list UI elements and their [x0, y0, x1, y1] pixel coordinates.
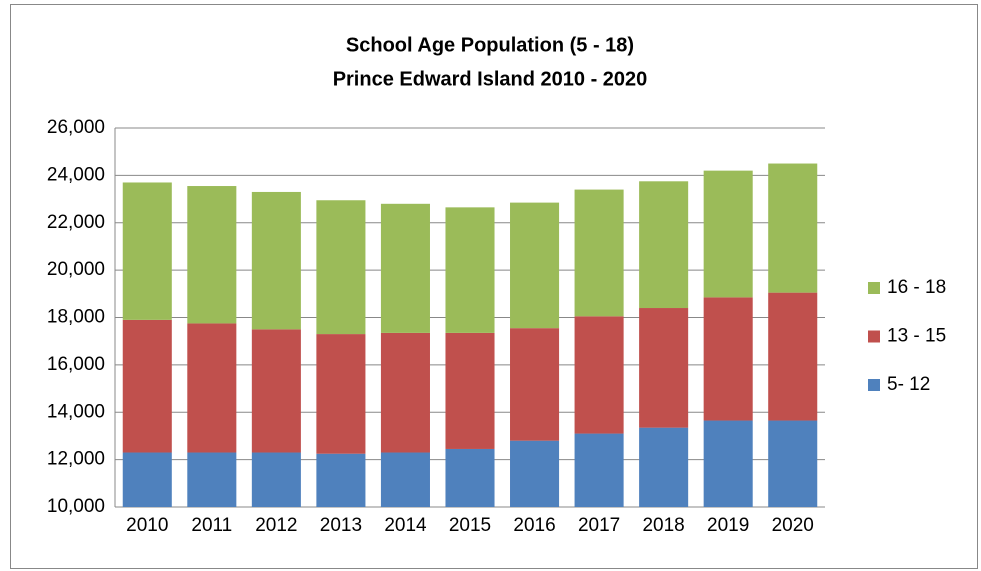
x-tick-label: 2019: [707, 515, 749, 536]
legend-label: 16 - 18: [887, 277, 946, 298]
bar-segment: [122, 452, 172, 507]
y-tick-label: 24,000: [47, 164, 105, 185]
bar-segment: [703, 420, 753, 507]
bar-segment: [445, 332, 495, 449]
y-tick-label: 14,000: [47, 401, 105, 422]
bar-segment: [574, 316, 624, 434]
x-tick-label: 2020: [772, 515, 814, 536]
bar-segment: [122, 319, 172, 453]
bar-segment: [703, 170, 753, 298]
legend-swatch: [868, 379, 880, 391]
bar-segment: [187, 323, 237, 453]
x-tick-label: 2011: [191, 515, 232, 536]
y-tick-label: 10,000: [47, 496, 105, 517]
bar-segment: [316, 200, 366, 335]
bar-segment: [251, 329, 301, 453]
x-tick-label: 2018: [642, 515, 684, 536]
y-tick-label: 18,000: [47, 307, 105, 328]
bar-segment: [768, 292, 818, 421]
bar-segment: [510, 202, 560, 329]
bar-segment: [316, 334, 366, 454]
bar-segment: [251, 452, 301, 507]
bar-segment: [574, 189, 624, 317]
y-tick-label: 26,000: [47, 117, 105, 138]
bar-segment: [316, 453, 366, 507]
legend-label: 5- 12: [887, 374, 930, 395]
x-tick-label: 2013: [320, 515, 362, 536]
bar-segment: [122, 182, 172, 320]
bar-segment: [445, 448, 495, 507]
bar-segment: [510, 440, 560, 507]
bar-segment: [574, 433, 624, 507]
bar-segment: [380, 203, 430, 333]
y-tick-label: 22,000: [47, 212, 105, 233]
x-tick-label: 2010: [126, 515, 168, 536]
x-tick-label: 2012: [255, 515, 297, 536]
x-tick-label: 2016: [513, 515, 555, 536]
bar-segment: [639, 427, 689, 507]
bar-segment: [768, 163, 818, 293]
bar-segment: [187, 452, 237, 507]
bar-segment: [510, 328, 560, 441]
legend-swatch: [868, 282, 880, 294]
bar-segment: [639, 308, 689, 428]
bar-segment: [639, 181, 689, 309]
bar-segment: [703, 297, 753, 421]
legend-swatch: [868, 330, 880, 343]
bar-segment: [445, 207, 495, 333]
y-tick-label: 12,000: [47, 449, 105, 470]
bar-segment: [380, 452, 430, 507]
bar-segment: [768, 420, 818, 507]
y-tick-label: 20,000: [47, 259, 105, 280]
x-tick-label: 2015: [449, 515, 491, 536]
bar-segment: [187, 186, 237, 324]
x-tick-label: 2014: [384, 515, 427, 536]
legend-label: 13 - 15: [887, 326, 946, 347]
y-tick-label: 16,000: [47, 354, 105, 375]
chart-subtitle: Prince Edward Island 2010 - 2020: [333, 68, 648, 90]
bar-segment: [251, 191, 301, 330]
x-tick-label: 2017: [578, 515, 620, 536]
bar-segment: [380, 332, 430, 453]
chart-title: School Age Population (5 - 18): [346, 34, 634, 56]
